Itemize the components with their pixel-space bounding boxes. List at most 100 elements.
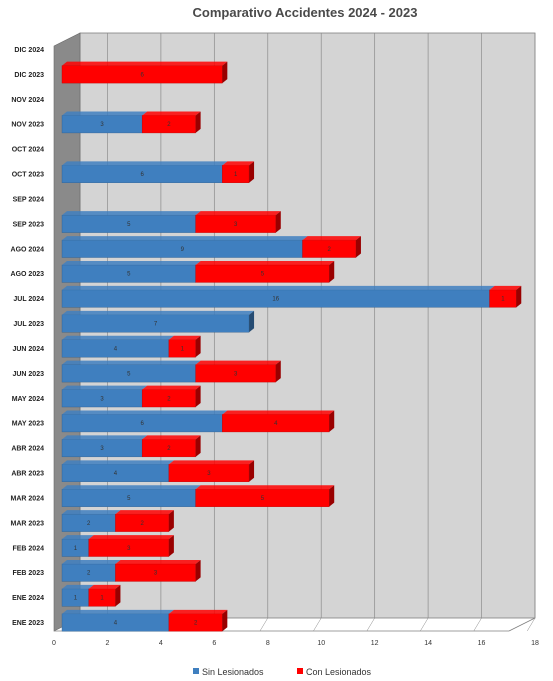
data-label: 1 (74, 546, 78, 552)
x-tick-label: 16 (478, 640, 486, 647)
gridline-floor (526, 617, 536, 632)
bar-side (168, 510, 174, 532)
category-label: MAY 2024 (12, 396, 44, 403)
category-labels: DIC 2024 DIC 2023 NOV 2024 NOV 2023 OCT 2024… (11, 47, 45, 627)
bar-top (222, 410, 335, 415)
bar-top (142, 111, 201, 116)
category-label: NOV 2023 (11, 122, 44, 129)
bar-side (222, 61, 228, 84)
category-label: AGO 2024 (11, 246, 45, 253)
x-tick-label: 6 (212, 640, 216, 647)
data-label: 3 (154, 571, 158, 577)
gridline-floor (313, 617, 322, 632)
category-label: OCT 2023 (12, 172, 44, 179)
data-label: 4 (114, 621, 118, 627)
bar-side (516, 285, 522, 308)
bar-side (195, 435, 201, 457)
bar-top (62, 460, 174, 465)
bar-segment: 2 (61, 510, 121, 532)
legend-label: Sin Lesionados (202, 667, 264, 677)
bar-segment: 2 (115, 510, 174, 532)
bar-top (62, 410, 228, 415)
data-label: 2 (167, 122, 171, 128)
bar-segment: 7 (61, 310, 255, 333)
bar-top (62, 61, 228, 66)
bar-segment: 4 (222, 410, 335, 433)
data-label: 3 (234, 222, 238, 228)
legend-label: Con Lesionados (306, 667, 372, 677)
data-label: 2 (87, 571, 91, 577)
bar-top (302, 236, 361, 241)
bar-side (275, 211, 281, 233)
category-label: ENE 2023 (12, 620, 44, 627)
bar-side (195, 335, 201, 358)
bar-segment: 2 (141, 111, 201, 134)
data-label: 1 (100, 596, 104, 602)
data-label: 2 (328, 247, 332, 253)
bar-segment: 5 (61, 360, 201, 383)
data-label: 5 (127, 371, 131, 377)
bar-segment: 5 (61, 485, 201, 507)
bar-top (168, 335, 201, 340)
x-tick-label: 0 (52, 640, 56, 647)
category-label: ABR 2024 (11, 446, 44, 453)
legend: Sin Lesionados Con Lesionados (193, 667, 372, 677)
category-label: FEB 2023 (12, 570, 44, 577)
data-label: 6 (140, 72, 144, 78)
bar-top (62, 161, 228, 166)
bar-side (195, 385, 201, 408)
bar-segment: 2 (141, 385, 201, 408)
category-label: JUN 2023 (12, 371, 44, 378)
bar-top (115, 559, 201, 564)
bar-top (168, 460, 255, 465)
bar-segment: 3 (195, 360, 281, 383)
category-label: AGO 2023 (11, 271, 45, 278)
x-tick-label: 14 (424, 640, 432, 647)
legend-item: Con Lesionados (297, 667, 372, 677)
bar-segment: 1 (61, 584, 94, 607)
data-label: 1 (234, 172, 238, 178)
data-label: 2 (194, 621, 198, 627)
data-label: 5 (127, 272, 131, 278)
gridline-floor (420, 617, 429, 632)
data-label: 3 (100, 396, 104, 402)
bar-side (355, 236, 361, 258)
bar-segment: 1 (88, 584, 121, 607)
bar-segment: 5 (61, 260, 201, 283)
data-label: 5 (261, 496, 265, 502)
bar-side (249, 460, 255, 482)
gridline-floor (473, 617, 482, 632)
category-label: FEB 2024 (12, 545, 44, 552)
data-label: 4 (114, 346, 118, 352)
bar-segment: 1 (489, 285, 522, 308)
bar-top (195, 211, 281, 216)
bar-segment: 3 (61, 385, 148, 408)
data-label: 1 (501, 297, 505, 303)
category-label: MAR 2024 (11, 495, 45, 502)
bar-segment: 3 (195, 211, 281, 233)
bar-segment: 2 (61, 559, 121, 582)
data-label: 2 (167, 446, 171, 452)
bar-segment: 2 (302, 236, 361, 258)
bar-segment: 1 (61, 535, 94, 557)
bar-top (88, 584, 121, 589)
bar-top (195, 360, 281, 365)
bar-side (115, 584, 121, 607)
data-label: 2 (140, 521, 144, 527)
bar-top (142, 385, 201, 390)
bar-top (489, 285, 522, 290)
bar-top (142, 435, 201, 440)
bar-segment: 3 (61, 111, 148, 134)
bar-top (62, 485, 201, 490)
data-label: 16 (272, 297, 279, 303)
bar-top (62, 360, 201, 365)
data-label: 3 (234, 371, 238, 377)
data-label: 4 (114, 471, 118, 477)
bar-side (329, 260, 335, 283)
bar-segment: 1 (222, 161, 255, 183)
category-label: JUL 2024 (13, 296, 44, 303)
bar-segment: 9 (61, 236, 308, 258)
chart-title: Comparativo Accidentes 2024 - 2023 (193, 5, 418, 20)
bar-top (62, 559, 121, 564)
